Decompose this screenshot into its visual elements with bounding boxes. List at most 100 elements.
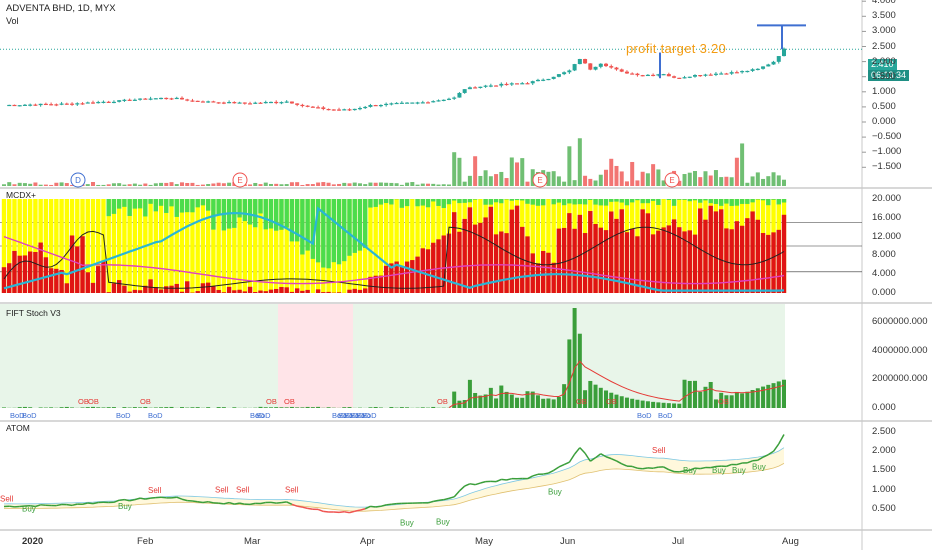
volume-bar [86, 184, 90, 186]
fift-title[interactable]: FIFT Stoch V3 [6, 308, 61, 318]
atom-buy-label: Buy [118, 502, 132, 511]
volume-bar [599, 175, 603, 186]
mcdx-green-bar [133, 199, 137, 209]
atom-buy-label: Buy [752, 462, 766, 471]
mcdx-red-bar [531, 253, 535, 293]
profit-target-annotation[interactable]: profit target 3.20 [626, 41, 726, 56]
atom-title[interactable]: ATOM [6, 423, 30, 433]
mcdx-title[interactable]: MCDX+ [6, 190, 36, 200]
fift-bar [405, 407, 409, 408]
fift-bod-label: BoD [116, 411, 131, 420]
mcdx-green-bar [703, 199, 707, 200]
candle-body [368, 105, 372, 107]
atom-price-line [370, 506, 375, 507]
mcdx-green-bar [719, 199, 723, 206]
volume-bar [588, 179, 592, 186]
atom-price-line [376, 506, 381, 507]
volume-bar [49, 185, 53, 186]
mcdx-green-bar [185, 199, 189, 212]
candle-body [196, 101, 200, 102]
candle-body [274, 102, 278, 103]
volume-bar [353, 183, 357, 186]
volume-bar [170, 182, 174, 186]
mcdx-green-bar [216, 199, 220, 214]
fift-bar [562, 384, 566, 408]
mcdx-red-bar [358, 290, 362, 293]
mcdx-green-bar [363, 199, 367, 248]
candle-body [683, 77, 687, 78]
candle-body [379, 105, 383, 106]
mcdx-red-bar [510, 210, 514, 293]
atom-buy-label: Buy [22, 505, 36, 514]
mcdx-green-bar [300, 199, 304, 254]
atom-price-line [203, 502, 208, 503]
candle-body [7, 105, 11, 106]
mcdx-green-bar [337, 199, 341, 264]
symbol-title[interactable]: ADVENTA BHD, 1D, MYX [6, 3, 116, 14]
volume-bar [416, 185, 420, 186]
volume-bar [295, 182, 299, 186]
atom-price-line [240, 503, 245, 504]
candle-body [363, 107, 367, 108]
volume-bar [740, 143, 744, 186]
mcdx-red-bar [65, 283, 69, 293]
mcdx-green-bar [269, 199, 273, 229]
mcdx-red-bar [305, 290, 309, 293]
candle-body [520, 83, 524, 84]
fift-bar [473, 393, 477, 408]
candle-body [211, 101, 215, 102]
candle-body [620, 69, 624, 71]
volume-bar [159, 183, 163, 186]
event-marker-label: E [537, 176, 542, 185]
mcdx-red-bar [384, 266, 388, 293]
candle-body [138, 99, 142, 100]
candle-body [573, 64, 577, 70]
candle-body [217, 102, 221, 103]
volume-bar [7, 182, 11, 186]
mcdx-red-bar [729, 229, 733, 293]
mcdx-red-bar [164, 286, 168, 293]
candle-body [719, 73, 723, 74]
mcdx-green-bar [143, 199, 147, 216]
fift-ob-label: OB [718, 397, 729, 406]
mcdx-red-bar [295, 288, 299, 293]
mcdx-green-bar [253, 199, 257, 227]
price-tick-label: 0.000 [872, 116, 896, 127]
volume-bar [656, 169, 660, 186]
mcdx-red-bar [562, 228, 566, 293]
mcdx-green-bar [766, 199, 770, 205]
fift-bar [374, 407, 378, 408]
atom-price-line [543, 473, 548, 474]
fift-bar [60, 407, 64, 408]
mcdx-green-bar [175, 199, 179, 217]
volume-label: Vol [6, 16, 19, 26]
fift-bar [232, 407, 236, 408]
candle-body [447, 99, 451, 100]
mcdx-green-bar [373, 199, 377, 207]
candle-body [54, 104, 58, 105]
mcdx-green-bar [604, 199, 608, 206]
volume-bar [253, 183, 257, 186]
mcdx-green-bar [578, 199, 582, 204]
volume-bar [44, 185, 48, 186]
candle-body [180, 98, 184, 100]
volume-bar [473, 156, 477, 186]
candle-body [525, 83, 529, 84]
fift-tick-label: 0.000 [872, 402, 896, 413]
time-axis-label: Feb [137, 536, 153, 547]
mcdx-red-bar [248, 287, 252, 293]
candle-body [625, 72, 629, 74]
fift-bar [327, 407, 331, 408]
volume-bar [274, 184, 278, 186]
volume-bar [18, 183, 22, 186]
atom-price-line [653, 467, 658, 468]
atom-sell-label: Sell [148, 486, 162, 495]
mcdx-green-bar [206, 199, 210, 211]
volume-bar [426, 184, 430, 186]
mcdx-yellow-bar [159, 199, 163, 293]
mcdx-green-bar [771, 199, 775, 200]
price-tick-label: −0.500 [872, 131, 901, 142]
volume-bar [468, 176, 472, 186]
